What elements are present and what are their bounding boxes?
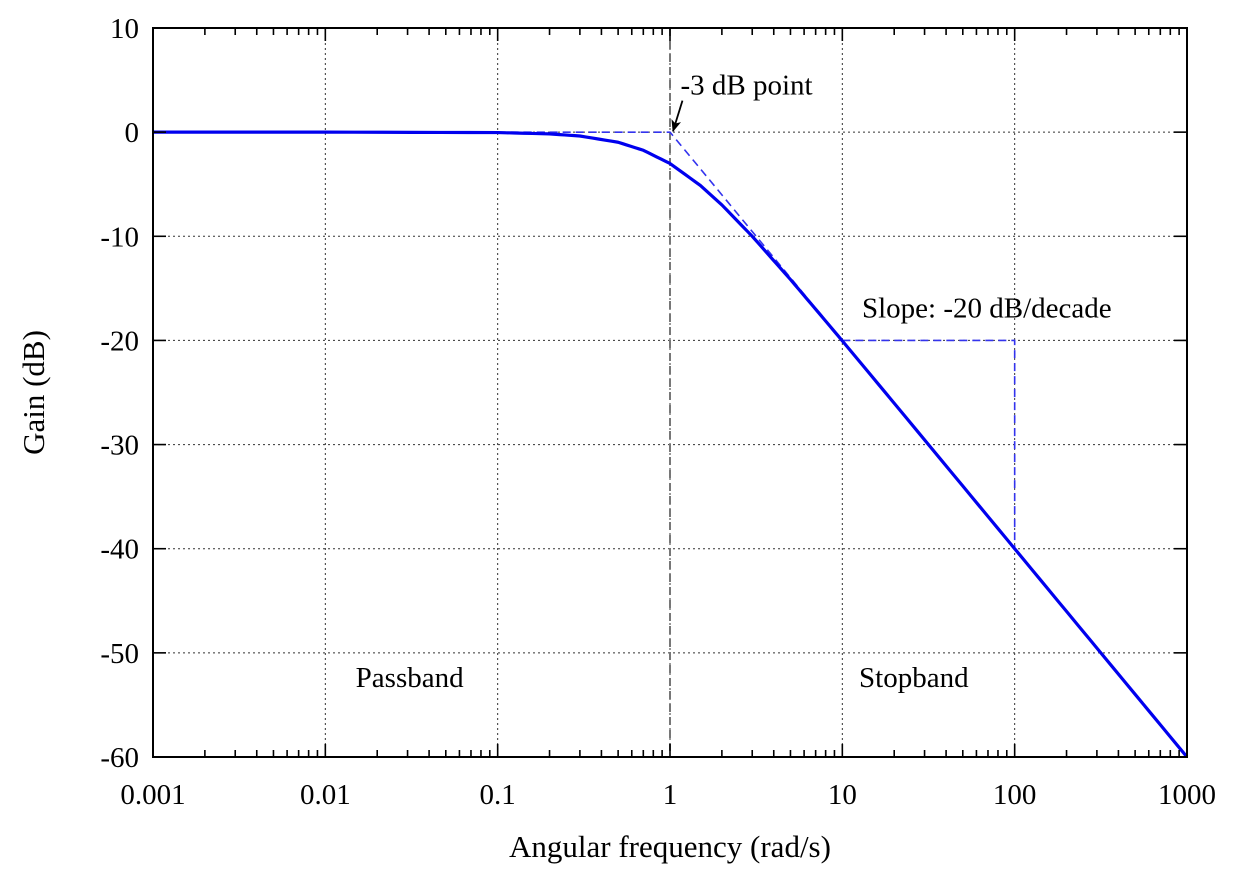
annotation-text: Passband bbox=[356, 662, 464, 694]
x-tick-label: 0.1 bbox=[480, 779, 516, 811]
y-tick-label: 10 bbox=[110, 13, 139, 45]
tick-labels: 0.001 0.01 0.1 1 10 100 1000100-10-20-30-40-50… bbox=[100, 13, 1216, 811]
series-layer bbox=[153, 130, 1189, 759]
y-tick-label: -10 bbox=[100, 221, 139, 253]
x-tick-label: 10 bbox=[828, 779, 857, 811]
y-tick-label: 0 bbox=[125, 117, 140, 149]
annotation-text: Stopband bbox=[859, 662, 969, 694]
plot-frame bbox=[152, 27, 1188, 758]
slope-triangle bbox=[842, 339, 1016, 549]
y-tick-label: -20 bbox=[100, 325, 139, 357]
x-tick-label: 1000 bbox=[1158, 779, 1216, 811]
y-tick-label: -60 bbox=[100, 742, 139, 774]
y-tick-label: -30 bbox=[100, 430, 139, 462]
x-tick-label: 0.01 bbox=[300, 779, 351, 811]
x-axis-label: Angular frequency (rad/s) bbox=[509, 829, 831, 864]
annotation-text: Slope: -20 dB/decade bbox=[862, 293, 1112, 325]
annotations: -3 dB point Slope: -20 dB/decade Passband S… bbox=[356, 70, 1112, 695]
y-axis-label: Gain (dB) bbox=[16, 330, 51, 455]
annotation-text: -3 dB point bbox=[680, 70, 812, 102]
annotation-arrow bbox=[671, 100, 684, 133]
x-tick-label: 0.001 bbox=[120, 779, 185, 811]
gain-curve bbox=[153, 130, 1189, 759]
x-tick-label: 1 bbox=[663, 779, 678, 811]
y-tick-label: -40 bbox=[100, 534, 139, 566]
y-tick-label: -50 bbox=[100, 638, 139, 670]
x-tick-label: 100 bbox=[993, 779, 1037, 811]
